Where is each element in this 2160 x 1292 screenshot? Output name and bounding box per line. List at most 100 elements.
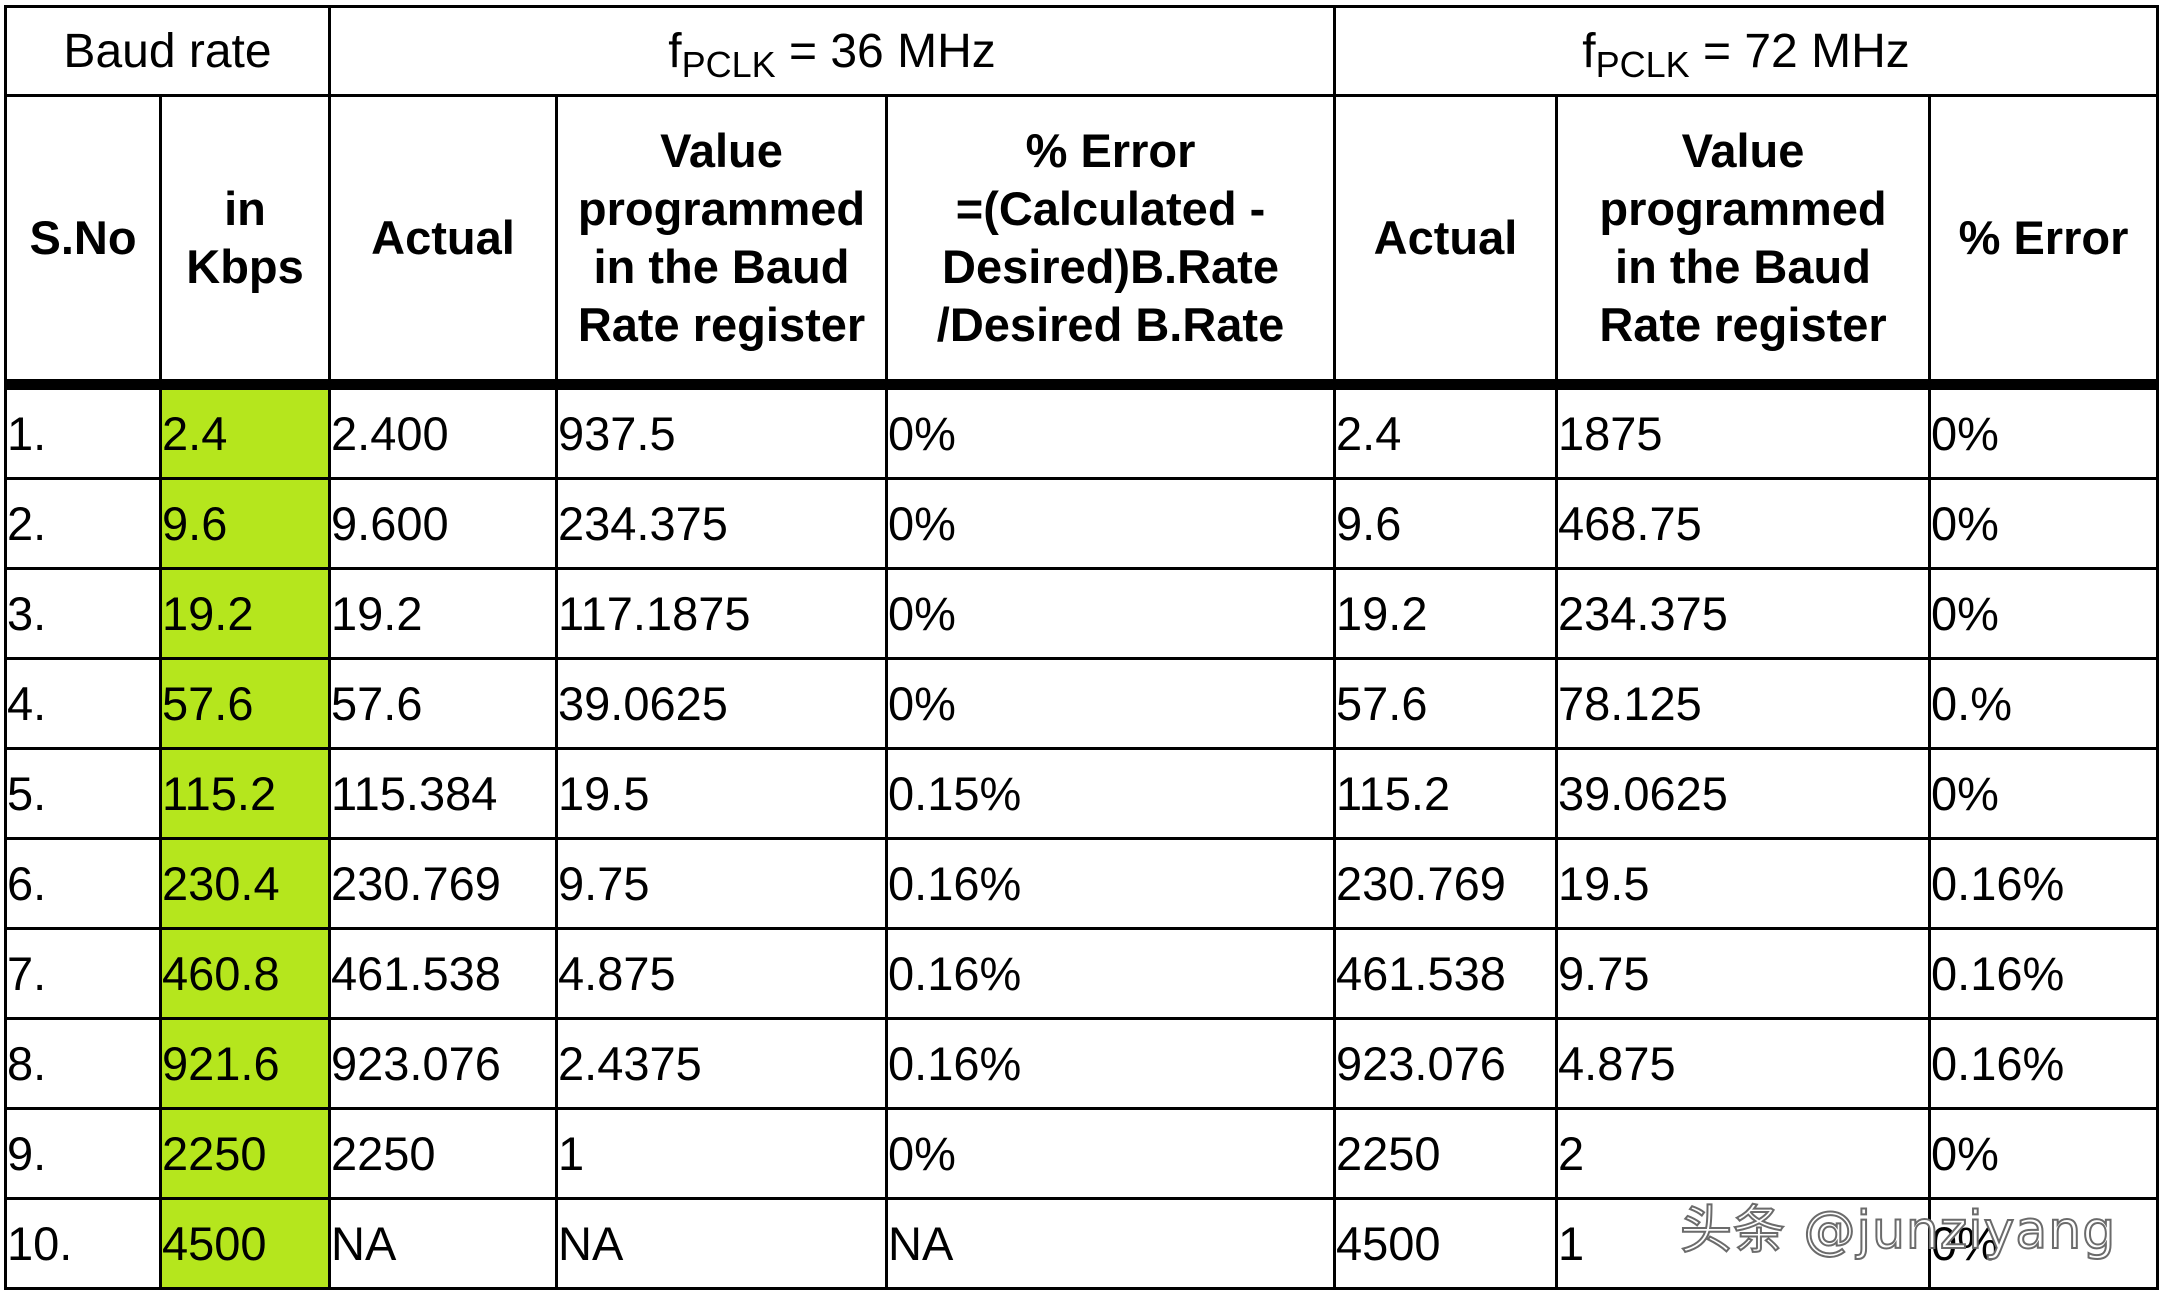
error-72-header: % Error (1928, 94, 2159, 390)
value-72-cell: 2 (1555, 1107, 1931, 1200)
actual-72-cell: 2.4 (1333, 383, 1558, 480)
error-36-cell: 0.16% (885, 1017, 1336, 1110)
actual-72-cell: 2250 (1333, 1107, 1558, 1200)
watermark: 头条 @junziyang (1679, 1200, 2117, 1262)
error-36-cell: 0% (885, 1107, 1336, 1200)
actual-36-cell: 230.769 (328, 837, 558, 930)
actual-72-cell: 4500 (1333, 1197, 1558, 1290)
actual-36-cell: 9.600 (328, 477, 558, 570)
error-36-cell: 0.15% (885, 747, 1336, 840)
sno-header: S.No (4, 94, 162, 390)
value-36-cell: 1 (555, 1107, 888, 1200)
actual-72-cell: 461.538 (1333, 927, 1558, 1020)
error-72-cell: 0.16% (1928, 927, 2159, 1020)
value-36-cell: NA (555, 1197, 888, 1290)
error-72-cell: 0% (1928, 477, 2159, 570)
kbps-cell: 115.2 (159, 747, 331, 840)
actual-36-cell: 461.538 (328, 927, 558, 1020)
kbps-cell: 460.8 (159, 927, 331, 1020)
value-36-cell: 2.4375 (555, 1017, 888, 1110)
sno-cell: 1. (4, 383, 162, 480)
table-row: 10. 4500 NA NA NA 4500 1 0% (4, 1197, 2159, 1290)
actual-36-cell: 2250 (328, 1107, 558, 1200)
fpclk-72mhz-header: fPCLK = 72 MHz (1333, 5, 2159, 97)
value-36-cell: 9.75 (555, 837, 888, 930)
error-36-cell: 0.16% (885, 837, 1336, 930)
value-72-cell: 39.0625 (1555, 747, 1931, 840)
value-36-header: Value programmed in the Baud Rate register (555, 94, 888, 390)
value-36-cell: 39.0625 (555, 657, 888, 750)
actual-36-cell: 57.6 (328, 657, 558, 750)
baud-rate-table: Baud rate fPCLK = 36 MHz fPCLK = 72 MHz … (4, 5, 2159, 1290)
actual-36-cell: 923.076 (328, 1017, 558, 1110)
table-row: 3. 19.2 19.2 117.1875 0% 19.2 234.375 0% (4, 567, 2159, 660)
error-72-cell: 0.16% (1928, 1017, 2159, 1110)
sno-cell: 5. (4, 747, 162, 840)
actual-36-cell: 19.2 (328, 567, 558, 660)
baud-rate-header: Baud rate (4, 5, 331, 97)
table-row: 8. 921.6 923.076 2.4375 0.16% 923.076 4.… (4, 1017, 2159, 1110)
error-36-cell: NA (885, 1197, 1336, 1290)
error-36-cell: 0% (885, 567, 1336, 660)
value-72-cell: 1 (1555, 1197, 1931, 1290)
error-36-cell: 0% (885, 383, 1336, 480)
actual-72-cell: 230.769 (1333, 837, 1558, 930)
error-36-cell: 0% (885, 657, 1336, 750)
table-row: 5. 115.2 115.384 19.5 0.15% 115.2 39.062… (4, 747, 2159, 840)
error-36-header: % Error =(Calculated - Desired)B.Rate/Desi… (885, 94, 1336, 390)
sno-cell: 6. (4, 837, 162, 930)
kbps-cell: 2.4 (159, 383, 331, 480)
table-row: 4. 57.6 57.6 39.0625 0% 57.6 78.125 0.% (4, 657, 2159, 750)
table-row: 1. 2.4 2.400 937.5 0% 2.4 1875 0% (4, 383, 2159, 480)
sno-cell: 3. (4, 567, 162, 660)
value-72-cell: 1875 (1555, 383, 1931, 480)
error-72-cell: 0% (1928, 383, 2159, 480)
error-72-cell: 0% (1928, 747, 2159, 840)
sno-cell: 4. (4, 657, 162, 750)
error-72-cell: 0% (1928, 1197, 2159, 1290)
error-36-cell: 0% (885, 477, 1336, 570)
error-36-cell: 0.16% (885, 927, 1336, 1020)
value-72-cell: 468.75 (1555, 477, 1931, 570)
actual-36-cell: 2.400 (328, 383, 558, 480)
fpclk-36mhz-header: fPCLK = 36 MHz (328, 5, 1336, 97)
kbps-cell: 230.4 (159, 837, 331, 930)
value-72-cell: 78.125 (1555, 657, 1931, 750)
kbps-cell: 4500 (159, 1197, 331, 1290)
group-header-row: Baud rate fPCLK = 36 MHz fPCLK = 72 MHz (4, 5, 2159, 97)
value-36-cell: 4.875 (555, 927, 888, 1020)
actual-36-header: Actual (328, 94, 558, 390)
value-72-cell: 19.5 (1555, 837, 1931, 930)
kbps-cell: 2250 (159, 1107, 331, 1200)
sno-cell: 7. (4, 927, 162, 1020)
table-row: 9. 2250 2250 1 0% 2250 2 0% (4, 1107, 2159, 1200)
table-row: 2. 9.6 9.600 234.375 0% 9.6 468.75 0% (4, 477, 2159, 570)
table-row: 6. 230.4 230.769 9.75 0.16% 230.769 19.5… (4, 837, 2159, 930)
value-72-cell: 234.375 (1555, 567, 1931, 660)
kbps-cell: 19.2 (159, 567, 331, 660)
actual-72-cell: 115.2 (1333, 747, 1558, 840)
sno-cell: 2. (4, 477, 162, 570)
sno-cell: 9. (4, 1107, 162, 1200)
actual-36-cell: NA (328, 1197, 558, 1290)
value-36-cell: 937.5 (555, 383, 888, 480)
table-row: 7. 460.8 461.538 4.875 0.16% 461.538 9.7… (4, 927, 2159, 1020)
actual-72-cell: 57.6 (1333, 657, 1558, 750)
actual-72-cell: 9.6 (1333, 477, 1558, 570)
error-72-cell: 0% (1928, 567, 2159, 660)
kbps-header: in Kbps (159, 94, 331, 390)
value-36-cell: 117.1875 (555, 567, 888, 660)
actual-72-cell: 923.076 (1333, 1017, 1558, 1110)
kbps-cell: 57.6 (159, 657, 331, 750)
actual-72-cell: 19.2 (1333, 567, 1558, 660)
value-72-cell: 9.75 (1555, 927, 1931, 1020)
actual-72-header: Actual (1333, 94, 1558, 390)
error-72-cell: 0.% (1928, 657, 2159, 750)
sno-cell: 10. (4, 1197, 162, 1290)
kbps-cell: 921.6 (159, 1017, 331, 1110)
value-36-cell: 234.375 (555, 477, 888, 570)
error-72-cell: 0.16% (1928, 837, 2159, 930)
actual-36-cell: 115.384 (328, 747, 558, 840)
value-72-header: Value programmed in the Baud Rate register (1555, 94, 1931, 390)
value-36-cell: 19.5 (555, 747, 888, 840)
